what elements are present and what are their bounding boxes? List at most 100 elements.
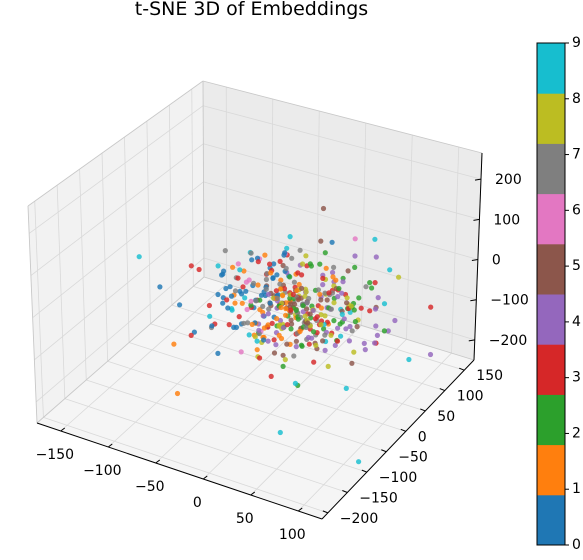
scatter-point [289,318,294,323]
scatter-point [324,266,329,271]
scatter-point [251,281,256,286]
scatter-point [344,386,349,391]
scatter-point [215,351,220,356]
scatter-point [255,347,260,352]
scatter-point [340,312,345,317]
z-tick-label: 0 [492,253,501,269]
scatter-point [175,391,180,396]
scatter-point [237,289,242,294]
scatter-point [287,274,292,279]
scatter-point [283,306,288,311]
scatter-point [230,265,235,270]
x-tick-label: −100 [83,463,121,479]
scatter-point [305,320,310,325]
scatter-point [233,288,238,293]
scatter-point [352,253,357,258]
scatter-point [428,305,433,310]
scatter-point [260,304,265,309]
y-tick-label: −200 [340,511,378,527]
colorbar-swatch [537,244,565,295]
scatter-point [223,248,228,253]
colorbar-swatch [537,344,565,395]
y-tick-label: −100 [379,470,417,486]
scatter-point [272,337,277,342]
scatter-point [283,313,288,318]
scatter-point [237,314,242,319]
scatter-point [355,324,360,329]
scatter-point [249,257,254,262]
scatter-point [344,300,349,305]
scatter-point [261,337,266,342]
scatter-point [362,341,367,346]
scatter-point [264,277,269,282]
colorbar-swatch [537,445,565,496]
scatter-point [352,265,357,270]
scatter-point [232,301,237,306]
y-tick-label: 100 [457,389,484,405]
scatter-point [299,286,304,291]
x-tick-label: 50 [236,511,254,527]
scatter-point [308,261,313,266]
scatter-point [288,234,293,239]
scatter-point [264,287,269,292]
scatter-point [339,291,344,296]
scatter-point [317,292,322,297]
scatter-point [266,292,271,297]
colorbar-tick-label: 1 [572,481,581,497]
scatter-point [277,282,282,287]
scatter-point [296,317,301,322]
scatter-point [318,239,323,244]
scatter-point [340,279,345,284]
scatter-point [300,261,305,266]
scatter-point [279,305,284,310]
scatter-point [240,284,245,289]
scatter-point [272,350,277,355]
scatter-point [373,323,378,328]
scatter-point [277,333,282,338]
scatter-point [293,381,298,386]
scatter-point [372,237,377,242]
scatter-point [311,329,316,334]
scatter-point [376,295,381,300]
scatter-point [320,282,325,287]
scatter-point [304,289,309,294]
scatter-point [333,278,338,283]
colorbar-swatch [537,294,565,345]
y-tick-label: 50 [437,409,455,425]
scatter-point [270,321,275,326]
colorbar-swatch [537,143,565,194]
scatter-point [255,339,260,344]
scatter-point [319,305,324,310]
scatter-point [209,323,214,328]
scatter-point [284,266,289,271]
chart-title: t-SNE 3D of Embeddings [0,0,503,20]
scatter-point [330,240,335,245]
scatter-point [294,288,299,293]
scatter-point [274,288,279,293]
scatter-point [280,293,285,298]
scatter-point [236,261,241,266]
scatter-point [241,321,246,326]
scatter-point [256,259,261,264]
scatter-point [349,304,354,309]
scatter-point [189,263,194,268]
scatter-point [335,339,340,344]
scatter-point [406,357,411,362]
scatter-point [278,259,283,264]
colorbar-tick-label: 8 [572,91,581,107]
scatter-point [261,313,266,318]
scatter-point [396,275,401,280]
scatter-point [250,322,255,327]
scatter-point [255,282,260,287]
scatter-point [249,251,254,256]
scatter-point [320,276,325,281]
scatter-point [347,338,352,343]
scatter-point [336,286,341,291]
scatter-point [266,311,271,316]
scatter-point [323,348,328,353]
scatter-point [269,374,274,379]
scatter-point [320,338,325,343]
scatter-point [317,262,322,267]
